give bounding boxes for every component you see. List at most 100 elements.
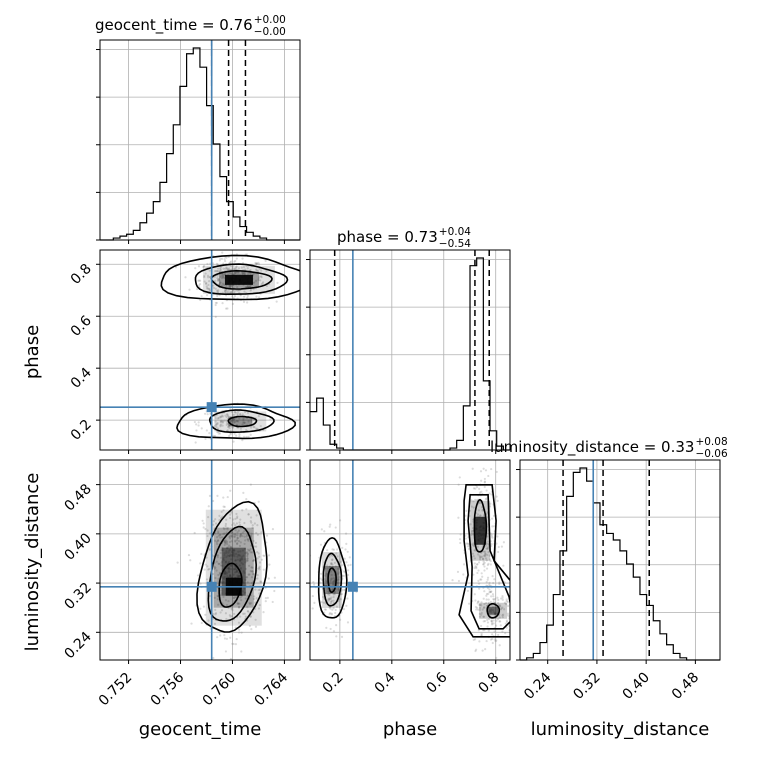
scatter-point (225, 284, 228, 287)
scatter-point (240, 599, 243, 602)
scatter-point (228, 434, 231, 438)
scatter-point (233, 267, 236, 270)
scatter-point (227, 567, 230, 570)
scatter-point (475, 565, 478, 569)
scatter-point (199, 582, 202, 585)
scatter-point (252, 272, 255, 275)
scatter-point (262, 281, 265, 284)
scatter-point (195, 429, 198, 432)
scatter-point (258, 565, 261, 568)
scatter-point (188, 288, 191, 291)
scatter-point (505, 626, 508, 629)
scatter-point (489, 560, 492, 563)
scatter-point (256, 557, 259, 560)
scatter-point (480, 601, 483, 604)
scatter-point (498, 620, 501, 623)
scatter-point (492, 595, 495, 598)
scatter-point (333, 591, 336, 594)
scatter-point (218, 519, 221, 522)
scatter-point (256, 269, 260, 272)
scatter-point (239, 558, 242, 562)
scatter-point (215, 301, 218, 305)
scatter-point (254, 279, 258, 282)
scatter-point (220, 592, 223, 595)
scatter-point (494, 624, 498, 627)
scatter-point (241, 439, 244, 442)
scatter-point (485, 594, 488, 597)
scatter-point (206, 274, 210, 277)
scatter-point (342, 608, 346, 611)
scatter-point (483, 606, 486, 609)
scatter-point (216, 535, 219, 539)
scatter-point (208, 287, 211, 291)
scatter-point (230, 558, 233, 561)
scatter-point (478, 587, 481, 590)
scatter-point (337, 578, 340, 581)
scatter-point (241, 509, 244, 512)
scatter-point (241, 563, 245, 566)
scatter-point (198, 279, 201, 282)
contour-line (160, 254, 300, 301)
scatter-point (488, 581, 491, 584)
scatter-point (228, 573, 232, 577)
scatter-point (235, 257, 238, 260)
scatter-point (214, 279, 217, 282)
scatter-point (253, 545, 256, 548)
density-cell (325, 566, 340, 594)
scatter-point (223, 289, 227, 292)
scatter-point (236, 289, 239, 292)
scatter-point (225, 540, 228, 543)
scatter-point (214, 518, 217, 521)
scatter-point (346, 621, 350, 624)
scatter-point (224, 522, 228, 526)
scatter-point (209, 262, 212, 265)
scatter-point (224, 542, 227, 545)
scatter-point (482, 558, 485, 561)
scatter-point (482, 550, 486, 553)
scatter-point (208, 567, 211, 571)
scatter-point (260, 283, 263, 286)
scatter-point (227, 566, 231, 569)
scatter-point (501, 598, 504, 601)
scatter-point (245, 559, 248, 562)
scatter-point (258, 588, 261, 591)
xlabel-geocent-time: geocent_time (139, 719, 262, 740)
scatter-point (226, 307, 229, 310)
scatter-point (247, 610, 250, 613)
scatter-point (226, 543, 229, 546)
scatter-point (234, 411, 237, 414)
histogram (100, 47, 300, 241)
scatter-point (214, 576, 217, 580)
scatter-point (243, 271, 246, 275)
scatter-point (219, 266, 222, 269)
scatter-point (226, 422, 229, 425)
scatter-point (469, 523, 472, 526)
scatter-point (243, 547, 247, 550)
scatter-point (237, 574, 241, 578)
scatter-point (225, 256, 228, 259)
scatter-point (205, 281, 208, 285)
scatter-point (474, 487, 477, 490)
scatter-point (254, 588, 257, 591)
scatter-point (253, 281, 256, 284)
scatter-point (223, 575, 226, 578)
scatter-point (228, 291, 232, 294)
scatter-point (217, 416, 220, 420)
scatter-point (224, 541, 227, 544)
scatter-point (487, 618, 491, 621)
scatter-point (214, 417, 217, 420)
scatter-point (492, 619, 495, 622)
scatter-point (324, 580, 327, 583)
scatter-point (246, 557, 249, 560)
scatter-point (231, 267, 234, 270)
scatter-point (480, 479, 483, 482)
scatter-point (326, 549, 329, 552)
scatter-point (204, 272, 207, 275)
scatter-point (330, 599, 333, 603)
scatter-point (216, 294, 219, 298)
scatter-point (473, 593, 476, 596)
title-upper-error: +0.00 (254, 14, 286, 26)
scatter-point (495, 619, 498, 622)
scatter-point (479, 470, 483, 473)
scatter-point (234, 532, 237, 535)
